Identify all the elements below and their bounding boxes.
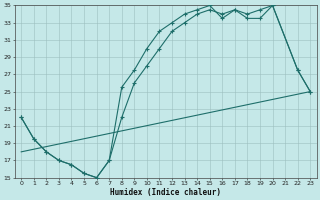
X-axis label: Humidex (Indice chaleur): Humidex (Indice chaleur) bbox=[110, 188, 221, 197]
